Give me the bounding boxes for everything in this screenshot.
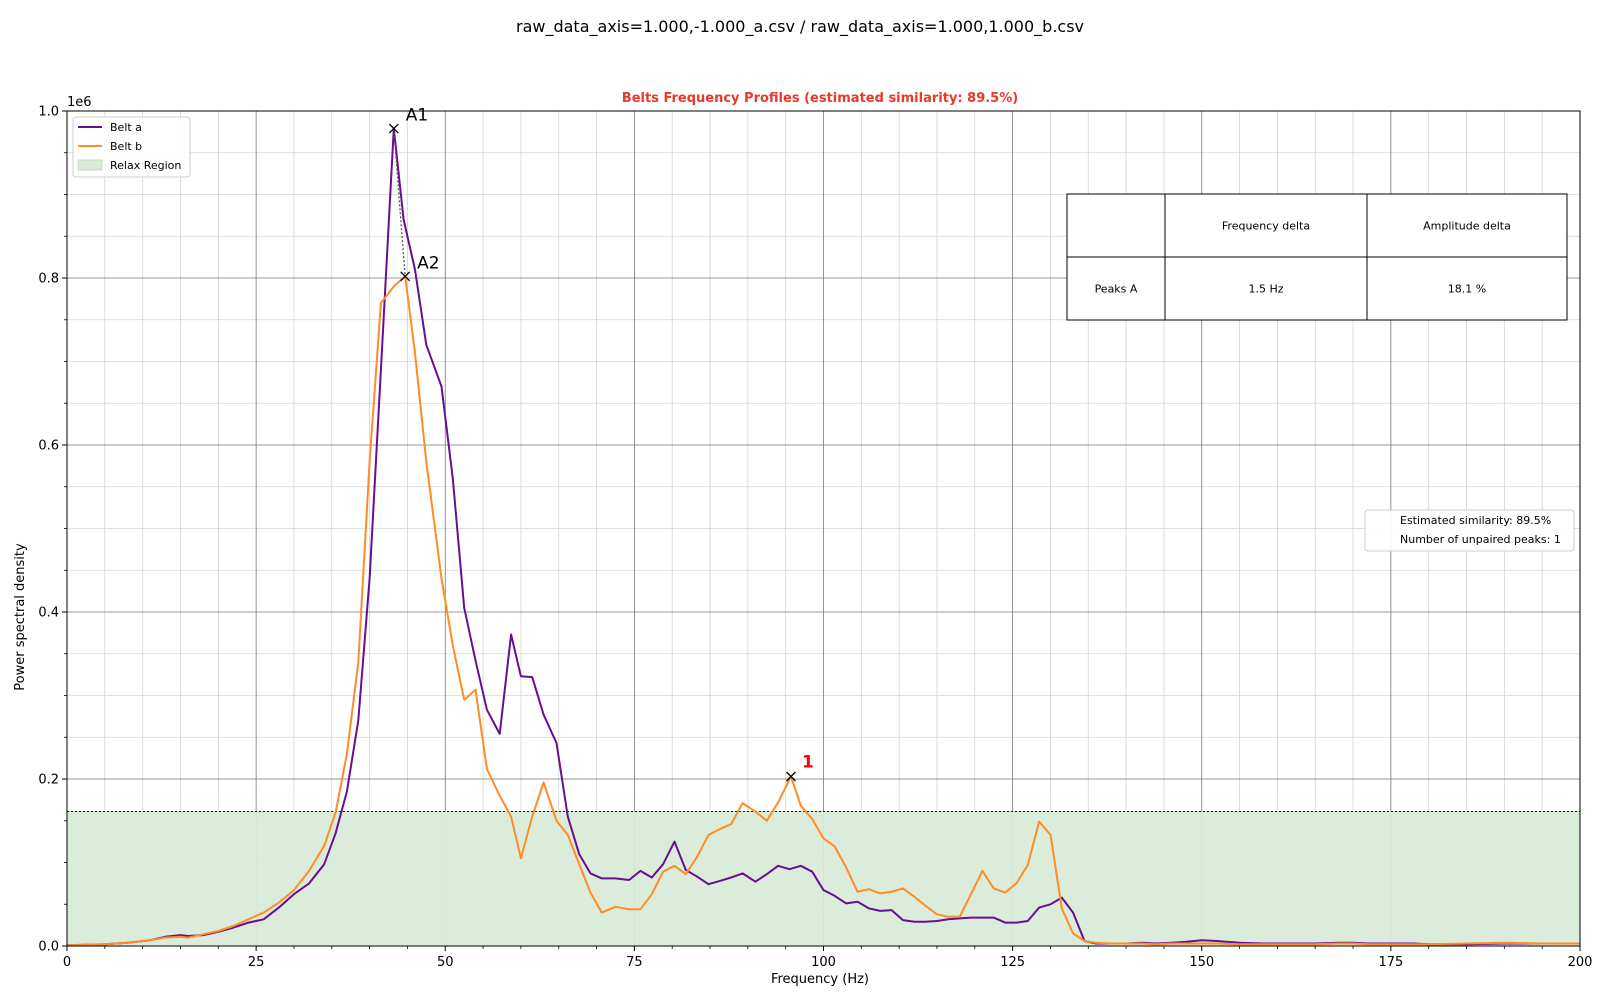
y-tick-label: 0.2 — [38, 773, 59, 788]
y-offset-text: 1e6 — [67, 95, 92, 110]
relax-region — [66, 811, 1581, 947]
peak-marker-a2-stroke — [400, 271, 411, 282]
unpaired-peak-marker — [786, 771, 796, 782]
info-box-line: Estimated similarity: 89.5% — [1400, 514, 1551, 527]
legend-swatch-relax-region — [77, 159, 103, 171]
info-box: Estimated similarity: 89.5% Number of unp… — [1364, 509, 1575, 552]
chart-title: Belts Frequency Profiles (estimated simi… — [622, 91, 1018, 106]
peak-pair-connector — [393, 128, 406, 277]
y-tick-label: 0.0 — [38, 940, 59, 955]
x-tick-label: 175 — [1378, 955, 1403, 970]
x-tick-label: 125 — [1000, 955, 1025, 970]
peak-table: Frequency delta Amplitude delta Peaks A 1.5… — [1066, 193, 1568, 321]
x-tick-label: 100 — [811, 955, 836, 970]
peak-marker-a2 — [400, 271, 411, 282]
y-tick-label: 0.6 — [38, 439, 59, 454]
legend-label-relax-region: Relax Region — [110, 159, 181, 172]
legend: Belt a Belt b Relax Region — [72, 116, 191, 178]
x-tick-label: 25 — [248, 955, 265, 970]
peak-marker-a1 — [388, 123, 399, 134]
peak-table-cell: 1.5 Hz — [1248, 283, 1283, 296]
y-tick-label: 0.8 — [38, 272, 59, 287]
y-axis-label: Power spectral density — [13, 543, 28, 691]
info-box-line: Number of unpaired peaks: 1 — [1400, 533, 1561, 546]
x-tick-label: 0 — [63, 955, 71, 970]
y-tick-label: 1.0 — [38, 105, 59, 120]
x-tick-label: 150 — [1189, 955, 1214, 970]
peak-table-cell: Peaks A — [1095, 283, 1138, 296]
info-box-frame — [1364, 509, 1575, 552]
x-tick-label: 75 — [626, 955, 643, 970]
x-axis-label: Frequency (Hz) — [771, 972, 869, 987]
x-tick-label: 50 — [437, 955, 454, 970]
figure-title: raw_data_axis=1.000,-1.000_a.csv / raw_d… — [516, 17, 1084, 37]
series-line-belt-b — [66, 275, 1580, 947]
unpaired-peak-marker-stroke — [786, 771, 796, 782]
peak-marker-a1-stroke — [388, 123, 399, 134]
y-tick-label: 0.4 — [38, 606, 59, 621]
x-tick-label: 200 — [1568, 955, 1593, 970]
peak-table-header: Amplitude delta — [1423, 220, 1511, 233]
peak-table-header: Frequency delta — [1222, 220, 1310, 233]
legend-label-belt-a: Belt a — [110, 121, 142, 134]
plot-area: A1 A2 1 0 25 50 75 100 125 150 175 200 0.0 0.2 0.4 0.6 0… — [38, 105, 1592, 971]
peak-label-a2: A2 — [417, 253, 439, 273]
legend-label-belt-b: Belt b — [110, 140, 142, 153]
peak-label-a1: A1 — [406, 106, 428, 126]
unpaired-peak-label: 1 — [802, 752, 814, 772]
peak-table-cell: 18.1 % — [1448, 283, 1486, 296]
